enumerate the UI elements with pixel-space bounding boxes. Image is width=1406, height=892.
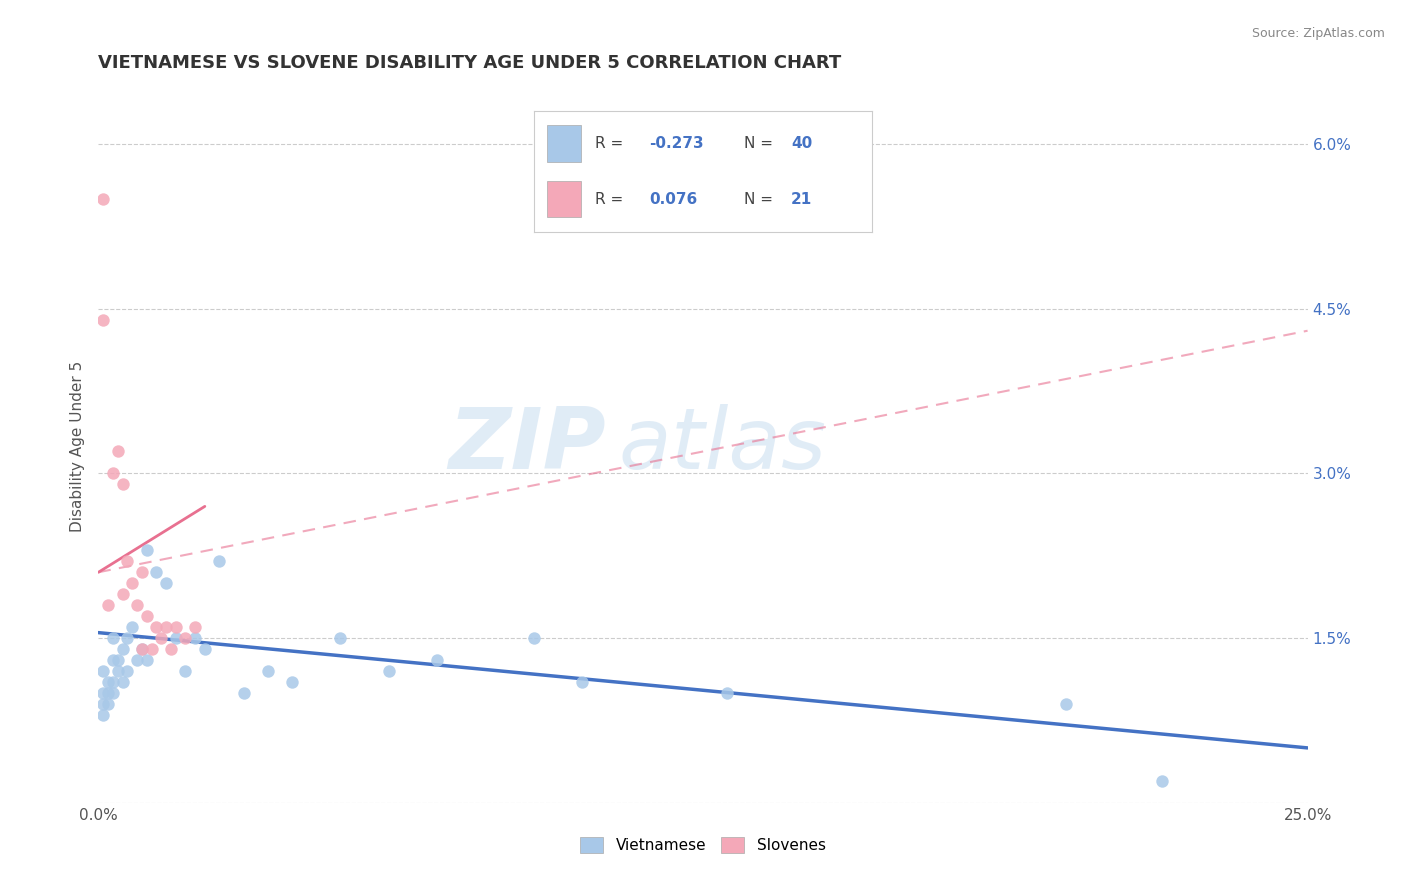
Point [97,598,120,612]
Point [91,686,114,700]
Point [150,631,173,645]
Point [145,566,167,580]
Point [135,543,157,558]
Point [101,675,124,690]
Point [160,642,183,657]
Point [155,620,177,634]
Point [281,675,304,690]
Point [145,620,167,634]
Point [101,686,124,700]
Point [91,312,114,326]
Point [107,444,129,458]
Point [117,664,139,678]
Point [174,664,197,678]
Point [155,576,177,591]
Point [131,642,153,657]
Point [121,620,143,634]
Point [117,554,139,568]
Point [111,587,134,601]
Point [141,642,163,657]
Point [329,631,352,645]
Point [184,620,207,634]
Text: ZIP: ZIP [449,404,606,488]
Point [107,664,129,678]
Point [127,653,149,667]
Point [91,664,114,678]
Text: atlas: atlas [619,404,827,488]
Point [111,477,134,491]
Point [426,653,449,667]
Point [101,631,124,645]
Point [135,653,157,667]
Point [101,653,124,667]
Point [121,576,143,591]
Point [111,675,134,690]
Point [232,686,254,700]
Point [127,598,149,612]
Point [135,609,157,624]
Point [131,642,153,657]
Point [523,631,546,645]
Point [91,697,114,711]
Point [571,675,593,690]
Point [97,697,120,711]
Point [91,708,114,723]
Point [1152,773,1174,788]
Point [165,620,187,634]
Point [165,631,187,645]
Point [256,664,278,678]
Legend: Vietnamese, Slovenes: Vietnamese, Slovenes [574,831,832,859]
Point [208,554,231,568]
Point [716,686,738,700]
Point [131,566,153,580]
Y-axis label: Disability Age Under 5: Disability Age Under 5 [69,360,84,532]
Point [97,686,120,700]
Point [101,467,124,481]
Point [174,631,197,645]
Point [184,631,207,645]
Point [91,192,114,206]
Point [107,653,129,667]
Point [377,664,399,678]
Text: VIETNAMESE VS SLOVENE DISABILITY AGE UNDER 5 CORRELATION CHART: VIETNAMESE VS SLOVENE DISABILITY AGE UND… [98,54,842,72]
Point [194,642,217,657]
Text: Source: ZipAtlas.com: Source: ZipAtlas.com [1251,27,1385,40]
Point [1054,697,1077,711]
Point [97,675,120,690]
Point [111,642,134,657]
Point [117,631,139,645]
